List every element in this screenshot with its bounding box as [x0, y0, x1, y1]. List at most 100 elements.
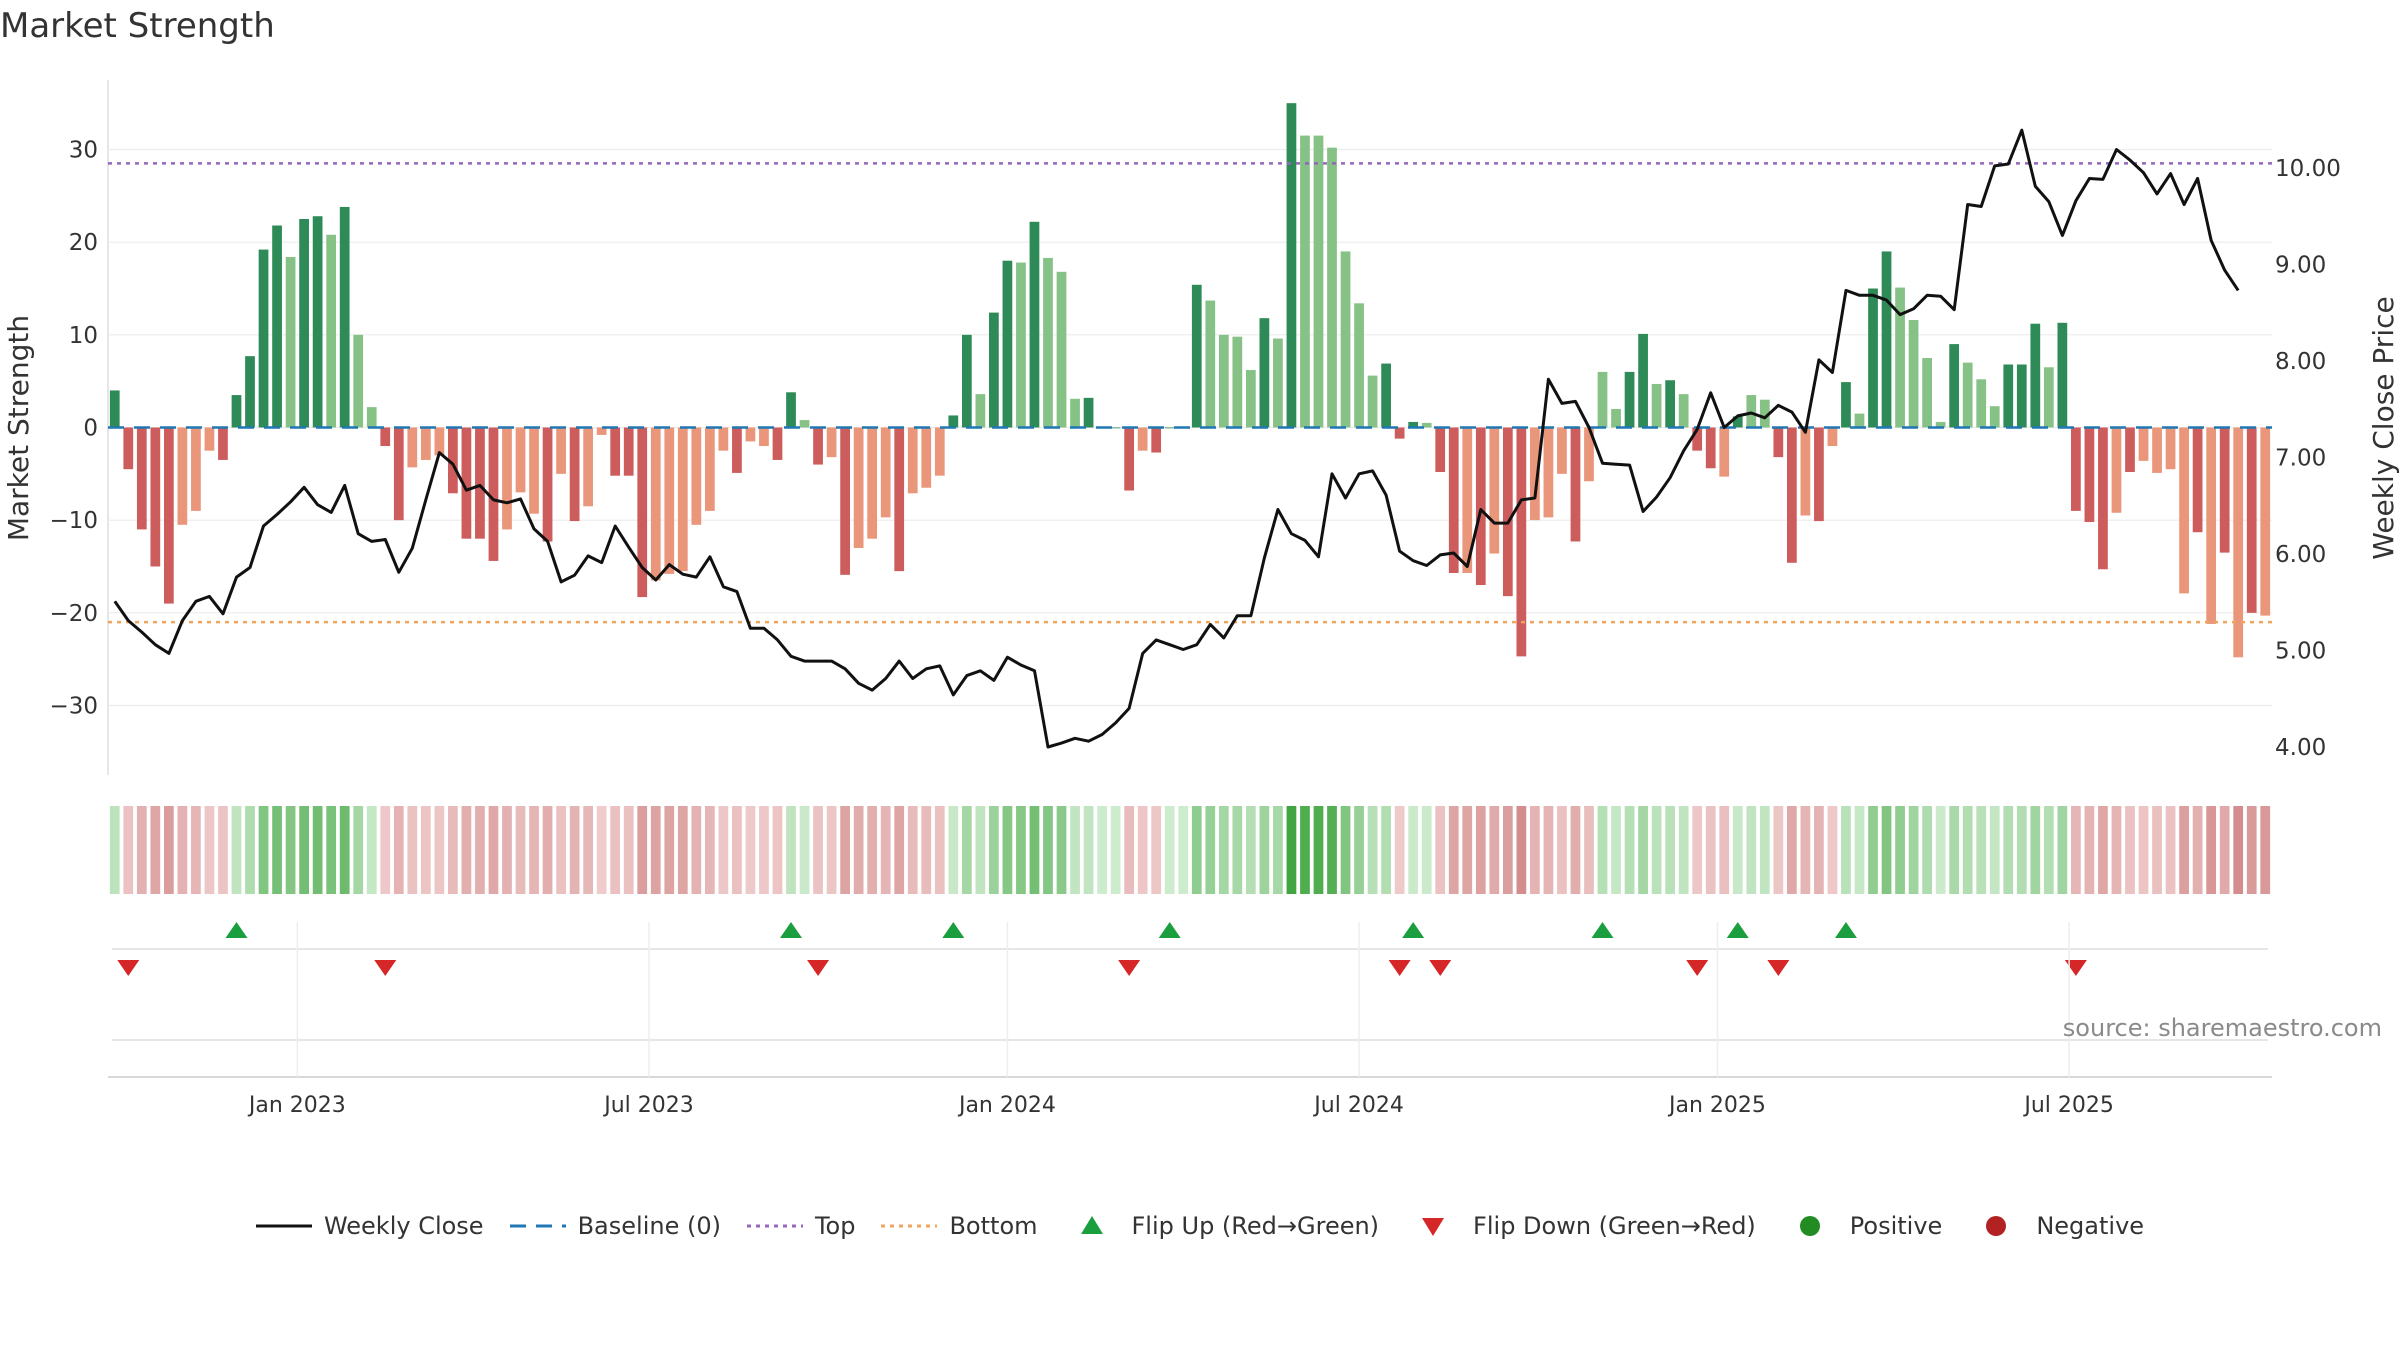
heat-strip-cell [1218, 806, 1229, 894]
heat-strip-cell [1286, 806, 1297, 894]
heat-strip-cell [1313, 806, 1324, 894]
strength-bar [1083, 397, 1094, 428]
strength-bar [191, 427, 201, 511]
y-right-tick-label: 8.00 [2275, 349, 2326, 375]
flip-down-marker [374, 960, 397, 976]
strength-bar [1868, 288, 1878, 428]
strength-bar [204, 427, 215, 451]
strength-bar [2098, 427, 2108, 570]
heat-strip-cell [2206, 806, 2217, 894]
heat-strip-cell [786, 806, 796, 894]
strength-bar [1448, 427, 1459, 573]
strength-bar [1665, 380, 1676, 428]
y-left-tick-label: −30 [49, 694, 98, 720]
heat-strip-cell [745, 806, 756, 894]
heat-strip-cell [799, 806, 810, 894]
heat-strip-cell [2030, 806, 2041, 894]
chart-legend: Weekly Close Baseline (0) Top Bottom Flip Up… [0, 1206, 2400, 1246]
strength-bar [1935, 421, 1946, 428]
strength-bar [475, 427, 485, 539]
strength-bar [2057, 322, 2068, 428]
heat-strip-cell [123, 806, 134, 894]
heat-strip-cell [1678, 806, 1689, 894]
strength-bar [407, 427, 418, 468]
strength-bar [961, 334, 972, 428]
strength-bar [488, 427, 499, 561]
strength-bar [1164, 427, 1175, 429]
strength-bar [515, 427, 526, 493]
strength-bar [1016, 262, 1026, 428]
strength-bar [109, 390, 120, 428]
heat-strip-cell [1502, 806, 1513, 894]
strength-bar [1908, 320, 1919, 428]
strength-bar [745, 427, 756, 442]
strength-bar [1584, 427, 1594, 482]
strength-bar [732, 427, 742, 473]
strength-bar [1570, 427, 1581, 542]
heat-strip-cell [853, 806, 864, 894]
strength-bar [1922, 358, 1932, 428]
heat-strip-cell [150, 806, 161, 894]
x-tick-label: Jul 2025 [2022, 1093, 2114, 1118]
flip-down-marker [1686, 960, 1709, 976]
strength-bar [583, 427, 594, 507]
strength-bar [1489, 427, 1500, 554]
legend-symbol-line [255, 1211, 312, 1241]
heat-strip-cell [1232, 806, 1243, 894]
weekly-close-line [113, 128, 2240, 749]
strength-bar [1611, 408, 1621, 428]
strength-bar [1949, 344, 1960, 428]
y-right-tick-label: 9.00 [2275, 252, 2326, 278]
flip-up-marker [1726, 922, 1749, 938]
heat-strip-cell [475, 806, 485, 894]
legend-item: Bottom [881, 1211, 1038, 1241]
heat-strip-cell [1732, 806, 1743, 894]
strength-bar [1854, 413, 1865, 428]
heat-strip-cell [880, 806, 891, 894]
strength-bar [2206, 427, 2217, 624]
strength-bar [1786, 427, 1797, 563]
heat-strip-cell [677, 806, 688, 894]
heat-strip-cell [380, 806, 391, 894]
strength-bar [934, 427, 945, 476]
strength-bar [448, 427, 458, 494]
strength-bar [1381, 363, 1391, 428]
heat-strip-cell [2138, 806, 2149, 894]
legend-item: Flip Up (Red→Green) [1064, 1211, 1379, 1241]
heat-strip-cell [218, 806, 228, 894]
flip-down-marker [807, 960, 830, 976]
strength-bar [1962, 362, 1973, 428]
heat-strip-cell [1651, 806, 1662, 894]
y-axis-right-title: Weekly Close Price [2367, 296, 2400, 559]
heat-strip-cell [393, 806, 404, 894]
strength-bar [867, 427, 878, 539]
heat-strip-cell [1205, 806, 1216, 894]
heat-strip-cell [1665, 806, 1676, 894]
heat-strip-cell [1462, 806, 1473, 894]
heat-strip-cell [1151, 806, 1162, 894]
strength-bar [759, 427, 769, 447]
strength-bar [2165, 427, 2176, 470]
heat-strip-cell [813, 806, 823, 894]
heat-strip-cell [312, 806, 323, 894]
heat-strip-cell [975, 806, 986, 894]
strength-bar [2233, 427, 2244, 658]
heat-strip-cell [1300, 806, 1310, 894]
y-right-tick-label: 6.00 [2275, 542, 2326, 568]
heat-strip-cell [109, 806, 120, 894]
strength-bar [826, 427, 837, 458]
heat-strip-cell [339, 806, 350, 894]
strength-bar [880, 427, 891, 518]
x-tick-label: Jul 2023 [602, 1093, 694, 1118]
strength-bar [2219, 427, 2230, 553]
heat-strip-cell [1070, 806, 1080, 894]
heat-strip-cell [1895, 806, 1905, 894]
strength-bar [2111, 427, 2122, 513]
strength-bar [1475, 427, 1486, 586]
strength-bar [2016, 364, 2027, 428]
heat-strip-cell [191, 806, 201, 894]
heat-strip-cell [448, 806, 458, 894]
flip-up-marker [942, 922, 965, 938]
heat-strip-cell [177, 806, 188, 894]
x-tick-label: Jan 2024 [957, 1093, 1056, 1118]
